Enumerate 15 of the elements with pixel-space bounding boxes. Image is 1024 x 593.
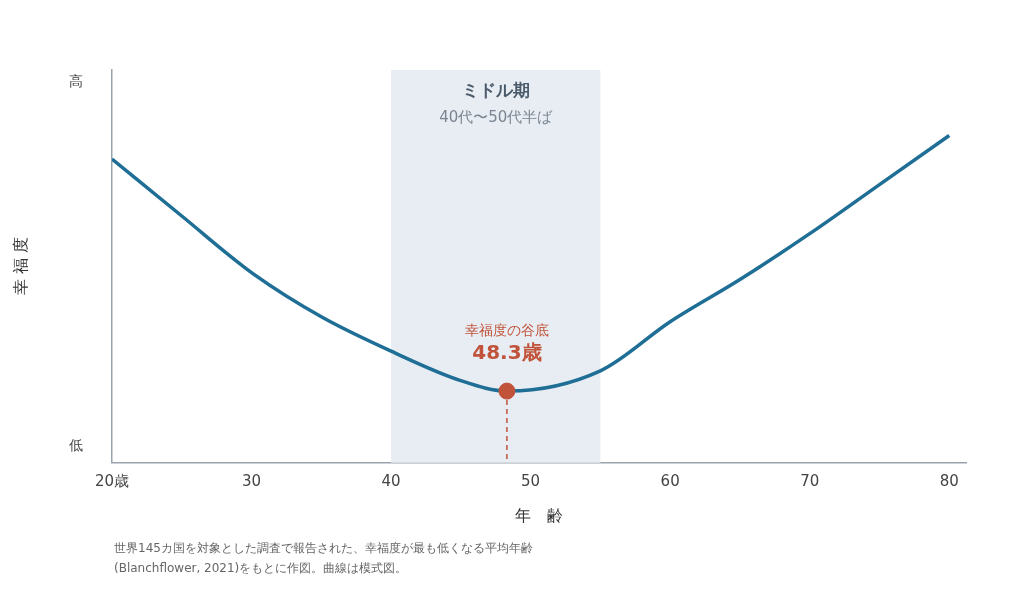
x-axis-title: 年 齢 bbox=[515, 505, 563, 525]
text: 低 bbox=[69, 437, 83, 454]
x-tick-label: 50 bbox=[521, 471, 541, 490]
x-tick-label: 60 bbox=[660, 471, 680, 490]
annotation: 幸福度の谷底 bbox=[464, 321, 549, 338]
text: 高 bbox=[69, 72, 83, 89]
text: 世界145カ国を対象とした調査で報告された、幸福度が最も低くなる平均年齢 (Blanchflower, 2021)をもとに作図。曲線は模式図。 bbox=[114, 540, 533, 577]
annotation: 48.3歳 bbox=[472, 340, 542, 365]
x-tick-label: 80 bbox=[939, 471, 959, 490]
x-tick-label: 70 bbox=[800, 471, 820, 490]
x-tick-label: 20歳 bbox=[94, 471, 130, 490]
x-tick-label: 30 bbox=[242, 471, 262, 490]
y-axis-title: 幸 福 度 bbox=[10, 237, 30, 296]
x-tick-label: 40 bbox=[381, 471, 401, 490]
band-label: ミドル期 40代〜50代半ば bbox=[439, 80, 554, 126]
